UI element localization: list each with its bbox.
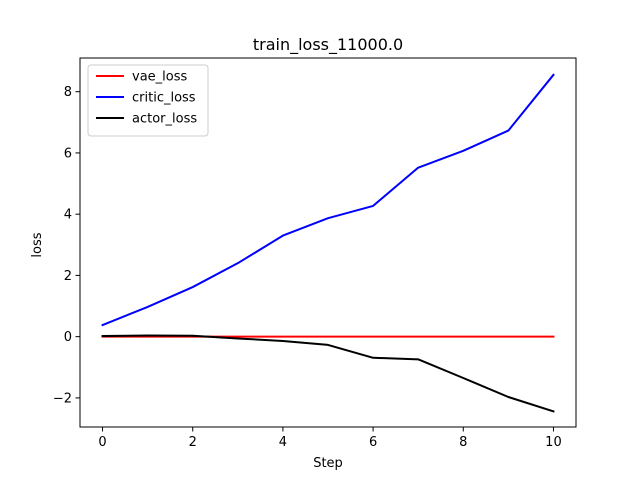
x-tick-label-4: 4	[279, 435, 287, 450]
x-axis-label: Step	[313, 456, 343, 471]
legend-label-actor_loss: actor_loss	[132, 112, 197, 127]
legend-label-vae_loss: vae_loss	[132, 70, 187, 85]
series-line-critic_loss	[101, 73, 555, 327]
y-tick-label-2: 2	[64, 269, 72, 284]
legend: vae_loss critic_loss actor_loss	[87, 64, 209, 137]
x-tick-label-2: 2	[189, 435, 197, 450]
x-tick-label-10: 10	[545, 435, 562, 450]
y-tick-label--2: −2	[53, 391, 72, 406]
x-tick-label-6: 6	[369, 435, 377, 450]
x-tick-label-8: 8	[459, 435, 467, 450]
axes-frame	[79, 57, 577, 428]
legend-label-critic_loss: critic_loss	[132, 91, 196, 106]
plot-area: 0 2 4 6 8 10 −2 0 2 4 6 8	[53, 57, 577, 450]
y-tick-label-6: 6	[64, 146, 72, 161]
chart-title: train_loss_11000.0	[253, 35, 403, 55]
y-tick-label-8: 8	[64, 85, 72, 100]
series-line-actor_loss	[101, 334, 555, 413]
x-tick-label-0: 0	[98, 435, 106, 450]
y-tick-label-4: 4	[64, 208, 72, 223]
y-axis-label: loss	[30, 232, 45, 257]
y-tick-label-0: 0	[64, 330, 72, 345]
